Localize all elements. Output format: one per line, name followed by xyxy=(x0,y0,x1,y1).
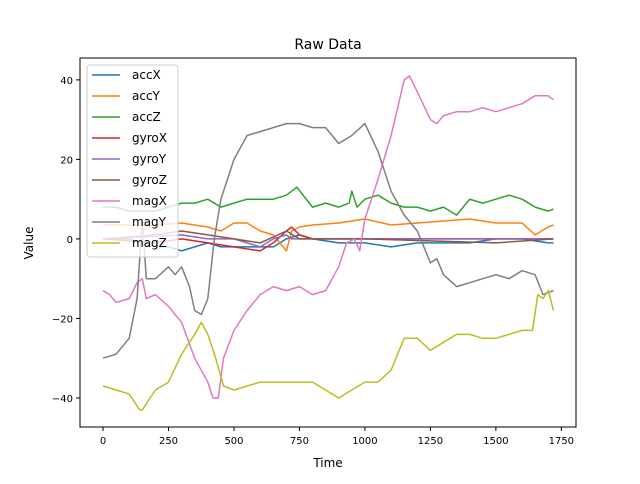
legend-label-magX: magX xyxy=(132,194,167,208)
x-axis-label: Time xyxy=(312,456,342,470)
x-tick-label: 1750 xyxy=(549,436,574,447)
legend-label-accY: accY xyxy=(132,89,161,103)
x-tick-label: 1500 xyxy=(483,436,508,447)
y-tick-label: 0 xyxy=(67,235,73,246)
legend: accX accY accZ gyroX gyroY gyroZ magX magY magZ xyxy=(86,64,179,258)
legend-label-gyroX: gyroX xyxy=(132,131,167,145)
x-tick-label: 750 xyxy=(290,436,309,447)
series-line-magZ xyxy=(102,289,555,411)
y-tick-label: −20 xyxy=(52,314,73,325)
x-tick-label: 500 xyxy=(224,436,243,447)
x-tick-label: 0 xyxy=(100,436,106,447)
y-axis: −40 −20 0 20 40 xyxy=(52,76,80,405)
series-line-accY xyxy=(103,218,554,252)
legend-label-gyroY: gyroY xyxy=(132,152,167,166)
y-tick-label: −40 xyxy=(52,394,73,405)
legend-label-magZ: magZ xyxy=(132,236,167,250)
legend-label-accX: accX xyxy=(132,68,161,82)
legend-label-accZ: accZ xyxy=(132,110,161,124)
x-tick-label: 250 xyxy=(159,436,178,447)
chart-title: Raw Data xyxy=(294,37,361,53)
series-line-accZ xyxy=(103,186,554,216)
y-tick-label: 20 xyxy=(60,155,73,166)
legend-label-magY: magY xyxy=(132,215,167,229)
x-tick-label: 1250 xyxy=(418,436,443,447)
axes-frame xyxy=(79,57,577,428)
x-axis: 0 250 500 750 1000 1250 1500 1750 xyxy=(100,427,574,447)
y-tick-label: 40 xyxy=(60,76,73,87)
series-line-magX xyxy=(102,75,554,399)
y-axis-label: Value xyxy=(22,227,36,260)
series-line-magY xyxy=(102,122,554,359)
legend-label-gyroZ: gyroZ xyxy=(132,173,167,187)
x-tick-label: 1000 xyxy=(352,436,377,447)
legend-box xyxy=(86,64,179,258)
